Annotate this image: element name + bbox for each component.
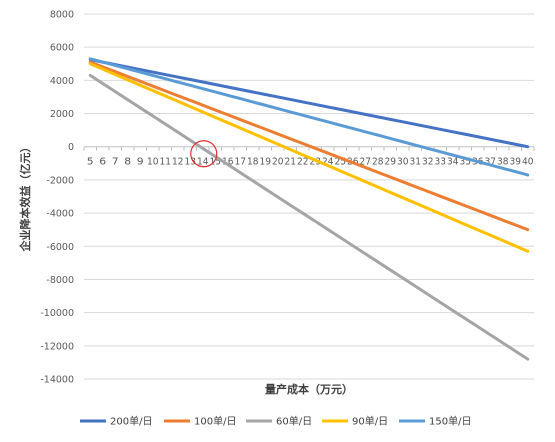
x-tick-label: 14 [197, 157, 209, 168]
x-tick-label: 13 [185, 157, 197, 168]
x-tick-label: 25 [335, 157, 347, 168]
annotation-layer [190, 140, 218, 168]
legend-label: 90单/日 [352, 416, 388, 428]
x-tick-label: 9 [137, 157, 144, 168]
x-tick-label: 28 [372, 157, 384, 168]
x-tick-label: 20 [272, 157, 284, 168]
y-tick-label: -6000 [46, 242, 74, 253]
x-tick-label: 5 [87, 157, 94, 168]
series-lines [88, 57, 530, 361]
y-tick-label: -8000 [46, 275, 74, 286]
y-tick-label: 8000 [50, 10, 74, 21]
x-tick-label: 34 [447, 157, 459, 168]
series-line [88, 62, 530, 253]
y-tick-label: -10000 [40, 308, 74, 319]
y-tick-label: -4000 [46, 209, 74, 220]
x-tick-label: 24 [322, 157, 334, 168]
legend: 200单/日 100单/日 60单/日 90单/日 150单/日 [80, 416, 471, 428]
x-tick-label: 35 [460, 157, 472, 168]
x-axis-title: 量产成本（万元） [265, 382, 353, 396]
legend-label: 150单/日 [429, 416, 471, 428]
x-tick-label: 7 [112, 157, 119, 168]
y-tick-label: 4000 [50, 76, 74, 87]
x-tick-label: 29 [385, 157, 397, 168]
x-tick-label: 18 [247, 157, 259, 168]
x-tick-label: 11 [160, 157, 172, 168]
x-tick-label: 37 [485, 157, 497, 168]
series-line [88, 73, 530, 361]
x-tick-label: 38 [497, 157, 509, 168]
y-axis-ticks: 8000 6000 4000 2000 0 -2000 -4000 -6000 -8000 -10… [40, 10, 74, 386]
y-tick-label: 2000 [50, 109, 74, 120]
x-tick-label: 21 [285, 157, 297, 168]
series-line [88, 57, 530, 177]
x-tick-label: 31 [410, 157, 422, 168]
x-tick-label: 33 [435, 157, 447, 168]
y-tick-label: -14000 [40, 375, 74, 386]
legend-label: 200单/日 [110, 416, 152, 428]
y-axis-title: 企业降本效益（亿元） [18, 142, 32, 253]
y-tick-label: 6000 [50, 43, 74, 54]
x-tick-label: 16 [222, 157, 234, 168]
x-tick-label: 40 [522, 157, 534, 168]
x-tick-label: 15 [210, 157, 222, 168]
x-tick-label: 27 [360, 157, 372, 168]
series-line [88, 60, 530, 232]
y-tick-label: 0 [68, 142, 74, 153]
x-tick-label: 12 [172, 157, 184, 168]
y-tick-label: -12000 [40, 341, 74, 352]
x-tick-label: 32 [422, 157, 434, 168]
legend-label: 100单/日 [194, 416, 236, 428]
x-tick-label: 17 [235, 157, 247, 168]
y-tick-label: -2000 [46, 175, 74, 186]
x-tick-label: 22 [297, 157, 309, 168]
x-tick-label: 30 [397, 157, 409, 168]
x-tick-label: 6 [99, 157, 106, 168]
series-line [88, 58, 530, 149]
x-tick-label: 10 [147, 157, 159, 168]
gridlines [84, 13, 534, 380]
x-tick-label: 39 [510, 157, 522, 168]
x-tick-label: 8 [124, 157, 131, 168]
highlight-circle [190, 140, 218, 168]
x-tick-label: 23 [310, 157, 322, 168]
x-tick-label: 19 [260, 157, 272, 168]
legend-label: 60单/日 [276, 416, 312, 428]
